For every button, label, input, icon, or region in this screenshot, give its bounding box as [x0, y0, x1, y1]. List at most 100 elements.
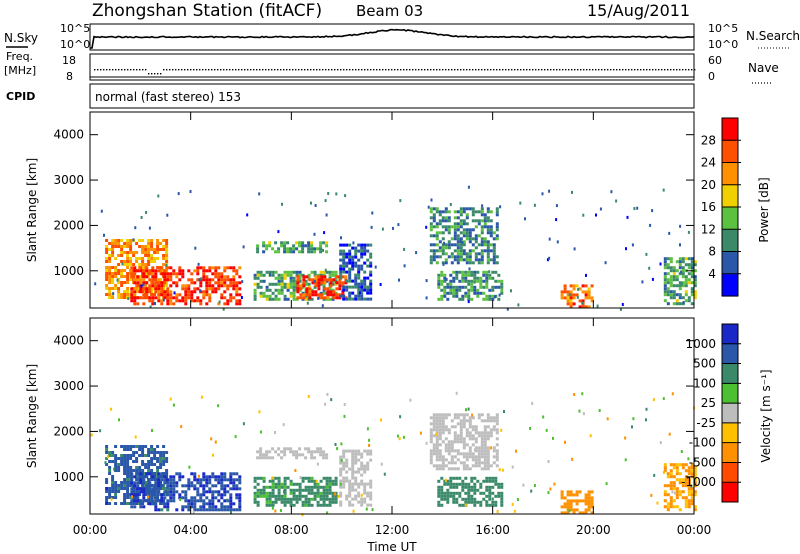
power-cell — [299, 296, 303, 300]
vel-cell — [483, 437, 487, 441]
power-cell — [134, 226, 137, 230]
vel-cell — [357, 491, 361, 495]
power-cell — [108, 293, 112, 296]
vel-cell — [351, 503, 355, 507]
power-cell — [663, 260, 667, 264]
vel-cell — [253, 479, 257, 483]
power-cell — [283, 241, 287, 245]
power-cell — [193, 281, 197, 285]
vel-cell — [187, 478, 191, 482]
vel-cell — [366, 482, 370, 486]
vel-cell — [363, 488, 367, 492]
vel-cell — [489, 416, 493, 420]
vel-cell — [172, 403, 175, 407]
vel-cell — [479, 482, 483, 486]
vel-cell — [132, 451, 136, 454]
power-cell — [453, 225, 457, 229]
power-cell — [363, 282, 367, 286]
vel-cell — [105, 499, 109, 502]
vel-cell — [366, 503, 370, 507]
power-cell — [693, 269, 697, 273]
vel-cell — [470, 485, 474, 489]
vel-cell — [666, 508, 670, 512]
power-cell — [341, 281, 345, 285]
power-cell — [682, 301, 685, 304]
vel-cell — [166, 493, 170, 497]
vel-cell — [114, 466, 118, 469]
power-cell — [295, 241, 299, 245]
power-cell — [217, 266, 221, 270]
vel-cell — [163, 496, 167, 500]
power-cell — [324, 199, 327, 203]
vel-cell — [462, 461, 466, 465]
vel-cell — [438, 449, 442, 453]
vel-cell — [492, 425, 496, 429]
power-cell — [283, 285, 287, 289]
vel-cell — [440, 494, 444, 498]
power-cell — [132, 254, 136, 257]
vel-cell — [123, 466, 127, 469]
vel-cell — [289, 491, 293, 495]
power-cell — [108, 281, 112, 284]
vel-cell — [495, 437, 499, 441]
power-cell — [172, 269, 176, 273]
vel-cell — [464, 482, 468, 486]
power-cell — [462, 249, 466, 253]
vel-colorbar-tick-label: 100 — [693, 376, 716, 390]
power-cell — [666, 302, 670, 306]
vel-cell — [461, 497, 465, 501]
vel-cell — [477, 416, 481, 420]
power-cell — [581, 301, 584, 305]
vel-cell — [211, 475, 215, 479]
freq-point — [139, 69, 141, 71]
vel-cell — [181, 505, 185, 509]
vel-cell — [669, 481, 673, 485]
vel-cell — [325, 494, 329, 498]
vel-cell — [477, 449, 481, 453]
freq-point — [655, 69, 657, 71]
vel-cell — [449, 482, 453, 486]
freq-point — [430, 69, 432, 71]
vel-cell — [289, 497, 293, 501]
vel-cell — [328, 503, 332, 507]
vel-cell — [271, 506, 274, 510]
vel-cell — [316, 500, 320, 504]
power-cell — [105, 248, 109, 251]
power-cell — [220, 272, 224, 276]
vel-cell — [470, 494, 474, 498]
vel-cell — [444, 428, 448, 432]
vel-cell — [226, 498, 229, 502]
freq-point — [298, 69, 300, 71]
power-cell — [235, 293, 239, 297]
power-cell — [323, 231, 326, 235]
power-cell — [669, 296, 673, 300]
power-cell — [453, 237, 457, 241]
power-cell — [456, 228, 460, 232]
vel-cell — [166, 505, 170, 509]
vel-cell — [494, 479, 498, 483]
power-cell — [492, 246, 496, 250]
vel-cell — [675, 487, 679, 491]
vel-cell — [437, 479, 441, 483]
vel-cell — [495, 428, 499, 432]
power-cell — [240, 296, 243, 299]
vel-cell — [126, 469, 130, 472]
vel-cell — [483, 467, 487, 471]
vel-cell — [516, 498, 519, 501]
vel-cell — [162, 457, 166, 460]
power-cell — [687, 299, 691, 303]
vel-cell — [105, 463, 109, 466]
power-cell — [325, 213, 328, 217]
vel-cell — [379, 418, 382, 422]
vel-cell — [566, 499, 570, 503]
power-cell — [328, 270, 332, 274]
power-cell — [163, 281, 167, 285]
power-cell — [136, 281, 140, 285]
vel-cell — [522, 483, 525, 487]
vel-cell — [492, 455, 496, 459]
power-cell — [286, 288, 290, 292]
freq-point — [418, 69, 420, 71]
vel-cell — [480, 413, 484, 417]
power-cell — [150, 254, 154, 257]
vel-cell — [283, 497, 287, 501]
